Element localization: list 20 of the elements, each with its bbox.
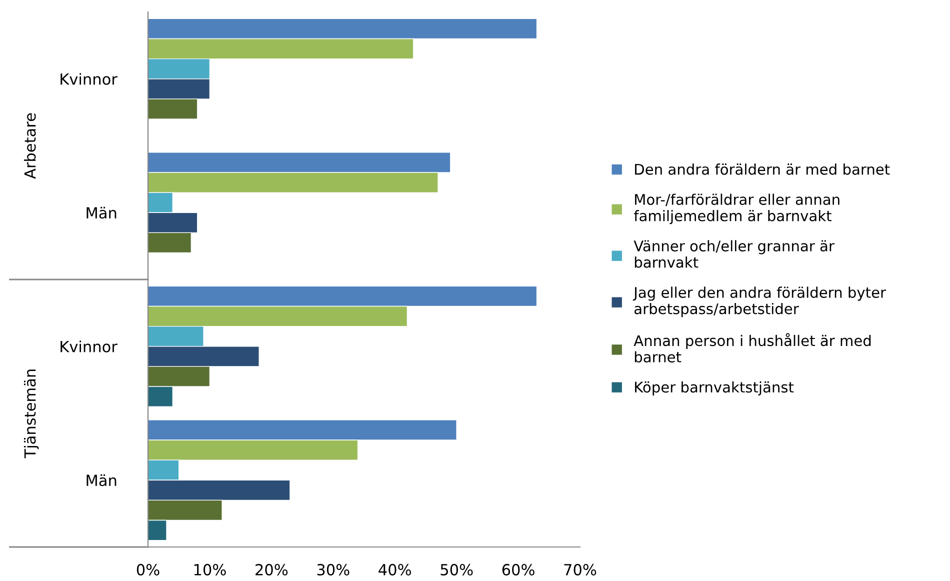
- legend-label: Annan person i hushållet är med barnet: [634, 333, 871, 362]
- legend-label: Den andra föräldern är med barnet: [635, 164, 890, 175]
- x-tick-label: 20%: [256, 564, 288, 576]
- legend-label: Vänner och/eller grannar är barnvakt: [634, 240, 834, 268]
- legend-label: Jag eller den andra föräldern byter arbetspass/arbetstider: [632, 286, 886, 318]
- x-tick-label: 60%: [502, 564, 534, 576]
- x-tick-label: 70%: [564, 564, 596, 576]
- text: Tjänstemän: [24, 370, 39, 458]
- y-tick-label: Kvinnor: [60, 73, 118, 85]
- x-tick-label: 30%: [317, 564, 350, 576]
- x-tick-label: 0%: [136, 564, 160, 576]
- y-tick-label: Män: [86, 206, 116, 219]
- x-tick-label: 10%: [194, 564, 226, 576]
- legend-label: Mor-/farföräldrar eller annan familjemedlem är barnvakt: [634, 194, 840, 224]
- y-tick-label: Män: [86, 474, 116, 486]
- x-tick-label: 40%: [378, 564, 411, 576]
- x-tick-label: 50%: [440, 564, 473, 576]
- legend-label: Köper barnvaktstjänst: [635, 381, 794, 396]
- y-tick-label: Kvinnor: [60, 340, 118, 352]
- text: Arbetare: [24, 113, 36, 179]
